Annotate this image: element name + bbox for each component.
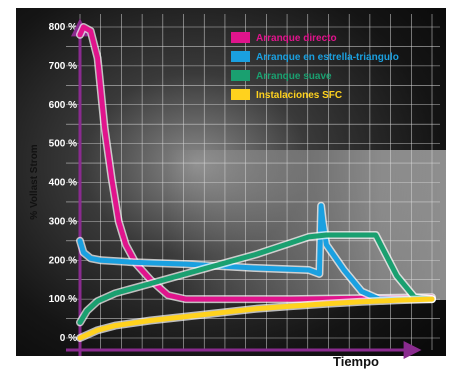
y-tick-label: 100 %: [49, 294, 77, 305]
axes: [66, 18, 422, 359]
y-tick-label: 400 %: [49, 178, 77, 189]
series-lines: [76, 23, 436, 342]
series-line-3: [77, 296, 435, 341]
legend-swatch: [231, 32, 250, 43]
legend: Arranque directo Arranque en estrella-tri…: [231, 32, 399, 101]
legend-label: Arranque directo: [256, 33, 337, 44]
y-tick-label: 300 %: [49, 216, 77, 227]
legend-swatch: [231, 51, 250, 62]
legend-label: Instalaciones SFC: [256, 90, 342, 101]
legend-label: Arranque en estrella-triangulo: [256, 52, 399, 63]
y-tick-label: 500 %: [49, 139, 77, 150]
series-line-2: [77, 232, 435, 325]
y-tick-label: 700 %: [49, 61, 77, 72]
series-line-0: [77, 24, 435, 302]
legend-swatch: [231, 70, 250, 81]
background-shine: [16, 150, 446, 300]
y-tick-labels: 0 % 100 % 200 % 300 % 400 % 500 % 600 % 700 % 80…: [49, 22, 77, 344]
series-line-1: [77, 203, 435, 302]
y-tick-label: 200 %: [49, 255, 77, 266]
y-tick-label: 600 %: [49, 100, 77, 111]
y-tick-label: 800 %: [49, 22, 77, 33]
x-axis-label: Tiempo: [333, 354, 379, 369]
y-axis-label: % Vollast Strom: [29, 144, 40, 219]
legend-label: Arranque suave: [256, 71, 332, 82]
y-tick-label: 0 %: [60, 333, 77, 344]
legend-swatch: [231, 89, 250, 100]
